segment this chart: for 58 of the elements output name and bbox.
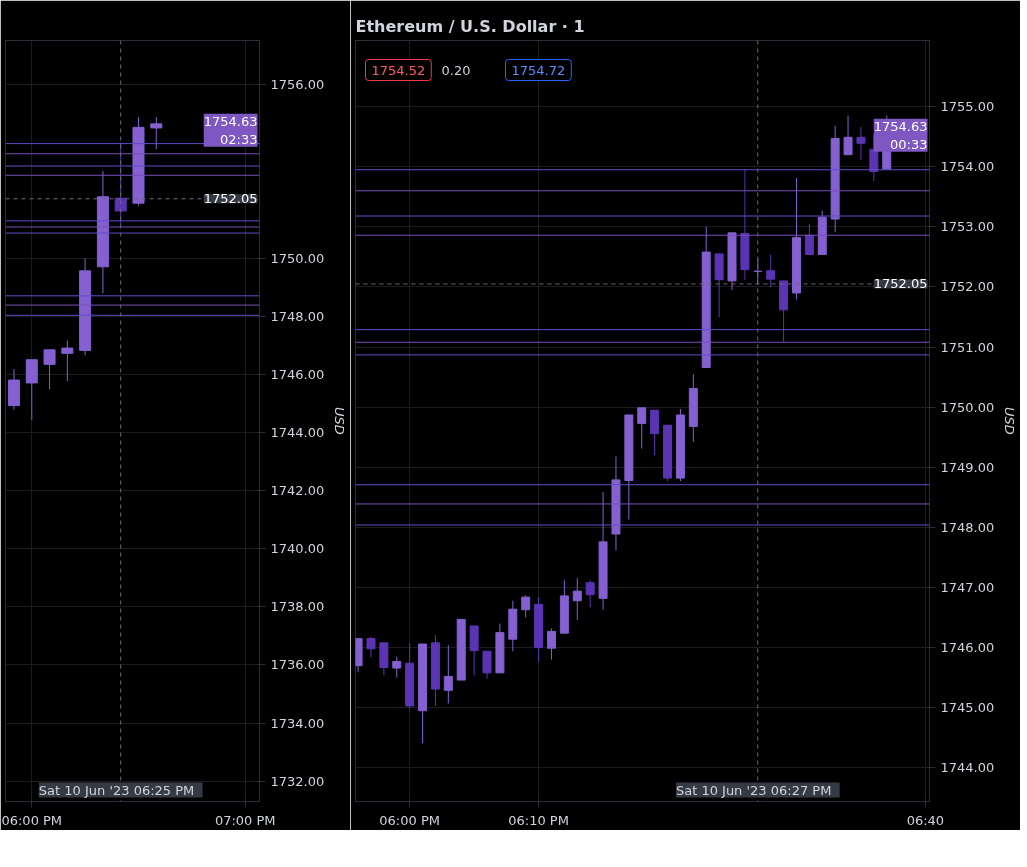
y-tick-label: 1745.00 — [940, 700, 995, 716]
annotation: 1754.52 — [371, 62, 426, 78]
y-tick-label: 1748.00 — [940, 519, 995, 535]
y-tick-label: 1746.00 — [270, 367, 325, 383]
candlestick — [572, 577, 582, 621]
x-tick-label: 06:00 PM — [1, 812, 63, 828]
candlestick — [766, 253, 776, 288]
y-tick-label: 1756.00 — [270, 76, 325, 92]
y-tick-label: 1750.00 — [270, 250, 325, 266]
ref-line-label: Sat 10 Jun '23 06:27 PM — [675, 782, 832, 798]
y-tick-label: 1754.00 — [940, 159, 995, 175]
y-axis-title: USD — [1002, 407, 1018, 435]
y-tick-label: 1755.00 — [940, 99, 995, 115]
y-tick-label: 1742.00 — [270, 483, 325, 499]
y-tick-label: 1738.00 — [270, 599, 325, 615]
x-tick-label: 06:40 — [906, 812, 945, 828]
candlestick — [804, 223, 814, 255]
y-tick-label: 1744.00 — [270, 425, 325, 441]
candlestick — [546, 627, 556, 661]
y-tick-label: 1732.00 — [270, 773, 325, 789]
candlestick — [585, 579, 595, 608]
y-tick-label: 1734.00 — [270, 715, 325, 731]
y-tick-label: 1746.00 — [940, 640, 995, 656]
y-axis-title: USD — [332, 407, 348, 435]
candlestick — [392, 656, 402, 679]
y-tick-label: 1749.00 — [940, 459, 995, 475]
y-tick-label: 1750.00 — [940, 399, 995, 415]
x-tick-label: 06:10 PM — [508, 812, 569, 828]
annotation: 1754.63 02:33 — [203, 113, 258, 147]
chart-title: Ethereum / U.S. Dollar · 1 — [355, 16, 585, 36]
candlestick — [150, 116, 163, 150]
y-tick-label: 1747.00 — [940, 580, 995, 596]
candlestick — [482, 650, 492, 680]
candlestick — [25, 359, 38, 421]
y-tick-label: 1753.00 — [940, 219, 995, 235]
candlestick — [521, 594, 531, 619]
ref-line-label: 1752.05 — [873, 276, 928, 292]
candlestick — [43, 349, 56, 390]
ref-line-label: 1752.05 — [203, 191, 258, 207]
candlestick — [61, 340, 74, 382]
y-tick-label: 1740.00 — [270, 541, 325, 557]
candlestick — [856, 126, 866, 161]
y-tick-label: 1752.00 — [940, 279, 995, 295]
y-tick-label: 1751.00 — [940, 339, 995, 355]
x-tick-label: 07:00 PM — [214, 812, 276, 828]
candlestick — [366, 636, 376, 658]
x-tick-label: 06:00 PM — [379, 812, 440, 828]
candlestick — [650, 409, 660, 456]
candlestick — [843, 115, 853, 156]
y-tick-label: 1736.00 — [270, 657, 325, 673]
annotation: 1754.72 — [511, 62, 566, 78]
candlestick — [443, 644, 453, 705]
annotation: 0.20 — [441, 62, 471, 78]
ref-line-label: Sat 10 Jun '23 06:25 PM — [38, 782, 195, 798]
candlestick — [637, 407, 647, 450]
annotation: 1754.63 00:33 — [873, 118, 928, 152]
y-tick-label: 1744.00 — [940, 760, 995, 776]
y-tick-label: 1748.00 — [270, 308, 325, 324]
